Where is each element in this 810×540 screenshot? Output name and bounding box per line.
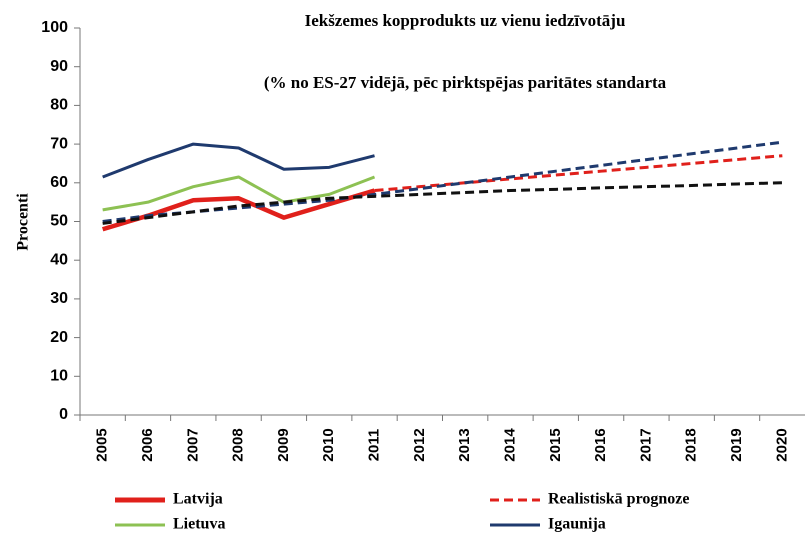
x-tick-label: 2015	[547, 428, 564, 461]
series-line	[102, 175, 376, 212]
x-tick-label: 2020	[773, 428, 790, 461]
series-line	[102, 188, 376, 232]
y-tick-label: 20	[50, 329, 68, 346]
x-tick-label: 2007	[184, 428, 201, 461]
x-tick-label: 2017	[637, 428, 654, 461]
series-line	[102, 181, 783, 225]
y-tick-label: 40	[50, 251, 68, 268]
y-tick-label: 10	[50, 368, 68, 385]
legend-label: Lietuva	[173, 516, 225, 533]
legend-label: Realistiskā prognoze	[548, 491, 689, 508]
chart-title: Iekšzemes kopprodukts uz vienu iedzīvotā…	[305, 11, 626, 30]
y-tick-label: 80	[50, 97, 68, 114]
y-tick-label: 90	[50, 58, 68, 75]
y-tick-label: 0	[59, 406, 68, 423]
x-tick-label: 2008	[230, 428, 247, 461]
legend-label: Latvija	[173, 491, 223, 508]
series-line	[102, 142, 375, 179]
x-tick-label: 2019	[728, 428, 745, 461]
x-tick-label: 2010	[320, 428, 337, 461]
x-tick-label: 2016	[592, 428, 609, 461]
x-tick-label: 2009	[275, 428, 292, 461]
y-axis-label: Procenti	[15, 193, 32, 251]
x-tick-label: 2011	[366, 429, 383, 462]
x-tick-label: 2005	[94, 428, 111, 461]
y-tick-label: 50	[50, 213, 68, 230]
y-tick-label: 100	[41, 19, 68, 36]
x-tick-label: 2006	[139, 428, 156, 461]
y-tick-label: 60	[50, 174, 68, 191]
chart-subtitle: (% no ES-27 vidējā, pēc pirktspējas pari…	[264, 73, 667, 92]
y-tick-label: 30	[50, 290, 68, 307]
x-tick-label: 2012	[411, 428, 428, 461]
x-tick-label: 2014	[501, 428, 518, 462]
x-tick-label: 2018	[683, 428, 700, 461]
x-tick-label: 2013	[456, 428, 473, 461]
y-tick-label: 70	[50, 135, 68, 152]
series-line	[374, 154, 783, 193]
legend-label: Igaunija	[548, 516, 606, 533]
